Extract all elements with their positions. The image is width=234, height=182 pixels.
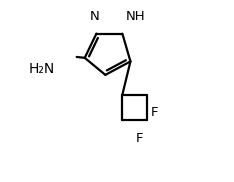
Text: N: N	[90, 10, 99, 23]
Text: H₂N: H₂N	[29, 62, 55, 76]
Text: F: F	[136, 132, 144, 145]
Text: F: F	[151, 106, 159, 119]
Text: NH: NH	[126, 10, 145, 23]
